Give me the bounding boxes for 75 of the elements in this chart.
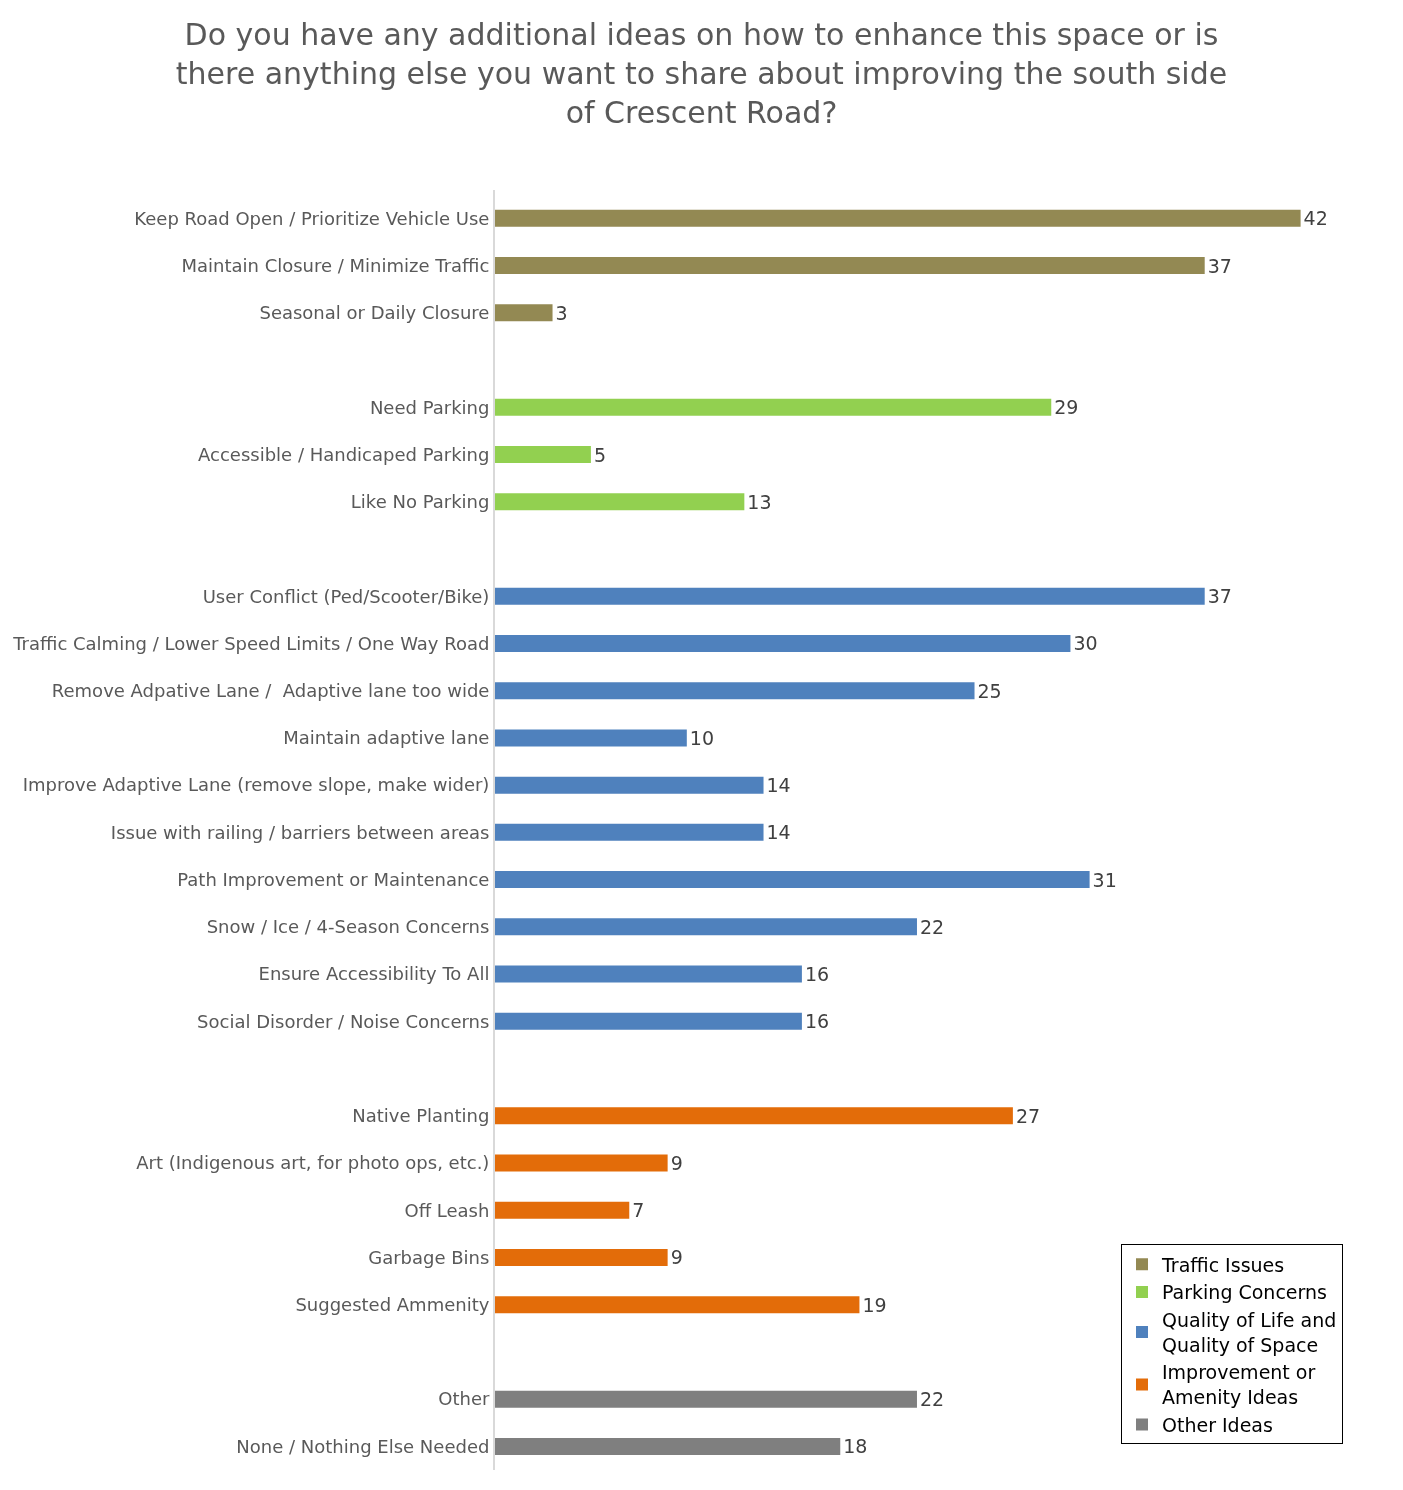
y-tick-label: None / Nothing Else Needed	[236, 1435, 490, 1457]
data-label: 3	[555, 301, 568, 324]
bar	[495, 1012, 802, 1030]
data-label: 16	[804, 963, 830, 986]
y-tick-label: Traffic Calming / Lower Speed Limits / One Way Road	[12, 632, 490, 654]
y-tick-label: Path Improvement or Maintenance	[177, 868, 490, 890]
y-tick-label: Art (Indigenous art, for photo ops, etc.)	[136, 1152, 490, 1174]
data-label: 42	[1303, 207, 1328, 230]
data-label: 25	[977, 679, 1002, 702]
y-tick-label: Maintain adaptive lane	[283, 727, 490, 749]
legend-label: Other Ideas	[1162, 1413, 1273, 1436]
bar	[495, 1437, 841, 1455]
bar	[495, 682, 975, 700]
data-label: 7	[632, 1199, 645, 1222]
data-label: 5	[593, 443, 606, 466]
data-label: 9	[670, 1151, 683, 1174]
bar	[495, 1296, 860, 1314]
y-tick-label: Garbage Bins	[368, 1246, 490, 1268]
bar	[495, 1201, 630, 1219]
y-tick-label: Need Parking	[369, 396, 490, 418]
y-tick-label: Keep Road Open / Prioritize Vehicle Use	[134, 207, 490, 229]
y-tick-label: Issue with railing / barriers between areas	[110, 821, 490, 843]
bar	[495, 493, 745, 511]
data-label: 27	[1015, 1104, 1041, 1127]
y-tick-label: Accessible / Handicaped Parking	[198, 443, 490, 465]
bar	[495, 776, 764, 794]
data-label: 18	[843, 1435, 868, 1458]
data-label: 31	[1092, 868, 1117, 891]
legend-label: Quality of Life and Quality of Space	[1162, 1309, 1337, 1356]
data-label: 30	[1073, 632, 1098, 655]
data-label: 16	[804, 1010, 830, 1033]
data-label: 29	[1054, 396, 1079, 419]
y-tick-label: Remove Adpative Lane / Adaptive lane too wide	[51, 679, 490, 701]
bar	[495, 1154, 668, 1172]
bar	[495, 1248, 668, 1266]
bar	[495, 398, 1052, 416]
bar	[495, 1107, 1013, 1125]
y-tick-label: Seasonal or Daily Closure	[259, 302, 490, 324]
y-tick-label: Other	[438, 1388, 490, 1410]
bar	[495, 871, 1090, 889]
legend-label: Traffic Issues	[1161, 1253, 1285, 1276]
data-label: 9	[670, 1246, 683, 1269]
bar	[495, 634, 1071, 652]
data-label: 13	[747, 490, 772, 513]
bar	[495, 304, 553, 322]
bar	[495, 965, 802, 983]
y-tick-label: User Conflict (Ped/Scooter/Bike)	[202, 585, 490, 607]
bar	[495, 823, 764, 841]
bar	[495, 587, 1205, 605]
y-tick-label: Snow / Ice / 4-Season Concerns	[206, 916, 490, 938]
chart-title: Do you have any additional ideas on how to enhance this space or is there anything else you want to share about improving the south side of Crescent Road?	[175, 16, 1228, 130]
bar	[495, 446, 591, 463]
data-label: 14	[766, 821, 791, 844]
bar	[495, 918, 917, 936]
bar	[495, 209, 1301, 227]
data-label: 37	[1207, 585, 1232, 608]
legend-label: Improvement or Amenity Ideas	[1162, 1361, 1316, 1409]
data-label: 37	[1207, 254, 1232, 277]
y-tick-label: Off Leash	[404, 1199, 490, 1221]
bar	[495, 257, 1205, 275]
data-label: 22	[919, 915, 945, 938]
y-tick-label: Suggested Ammenity	[295, 1293, 490, 1315]
data-label: 19	[862, 1293, 887, 1316]
bar	[495, 1390, 917, 1408]
y-tick-label: Like No Parking	[350, 491, 490, 513]
y-tick-label: Improve Adaptive Lane (remove slope, make wider)	[22, 774, 490, 796]
legend-label: Parking Concerns	[1162, 1281, 1327, 1304]
y-tick-label: Native Planting	[352, 1105, 490, 1127]
data-label: 14	[766, 774, 791, 797]
bar	[495, 729, 687, 747]
y-tick-label: Social Disorder / Noise Concerns	[197, 1010, 490, 1032]
data-label: 10	[689, 726, 714, 749]
y-tick-label: Maintain Closure / Minimize Traffic	[181, 254, 490, 276]
data-label: 22	[919, 1388, 945, 1411]
y-tick-label: Ensure Accessibility To All	[258, 963, 490, 985]
